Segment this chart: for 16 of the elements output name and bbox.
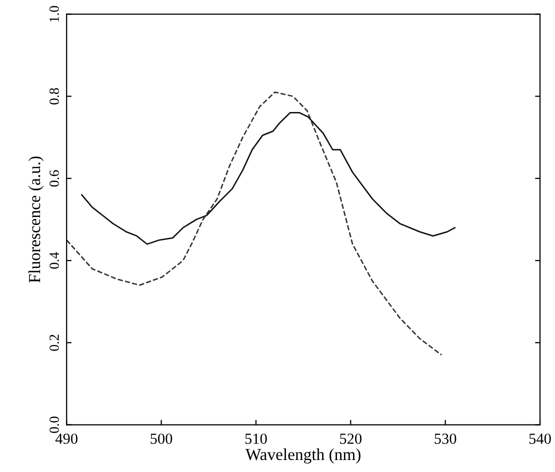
- y-tick-label: 1.0: [50, 6, 59, 22]
- x-axis-title: Wavelength (nm): [245, 448, 360, 464]
- y-tick-label: 0.2: [50, 334, 59, 351]
- x-tick-label: 540: [529, 434, 551, 444]
- line-series: [81, 112, 456, 245]
- x-tick-label: 510: [245, 434, 267, 444]
- y-tick-label: 0.6: [50, 170, 59, 187]
- y-tick-label: 0.8: [50, 88, 59, 104]
- x-tick-label: 490: [55, 434, 78, 444]
- x-tick-label: 530: [434, 434, 456, 444]
- y-tick-label: 0.0: [50, 416, 59, 433]
- y-axis-title: Fluorescence (a.u.): [28, 156, 44, 283]
- x-tick-label: 520: [340, 434, 362, 444]
- x-tick-label: 500: [150, 434, 172, 444]
- line-series: [66, 91, 442, 356]
- y-tick-label: 0.4: [50, 252, 59, 269]
